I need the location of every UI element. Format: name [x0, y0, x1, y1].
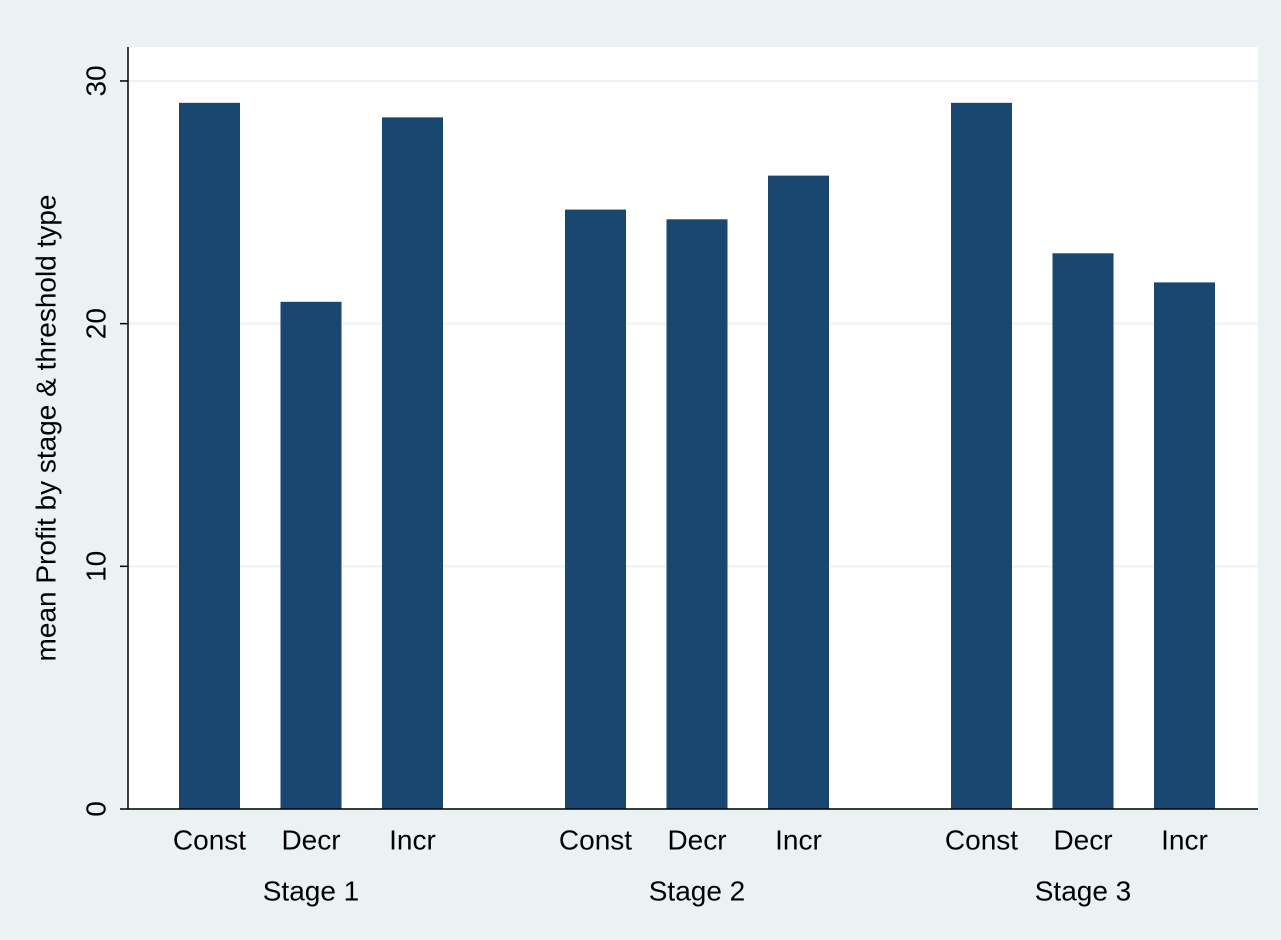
- x-tick-label: Decr: [1053, 824, 1112, 855]
- x-tick-label: Incr: [389, 824, 436, 855]
- group-label: Stage 2: [649, 875, 746, 906]
- group-label: Stage 1: [263, 875, 360, 906]
- bar: [382, 117, 443, 809]
- x-tick-label: Decr: [281, 824, 340, 855]
- y-tick-label: 10: [80, 551, 111, 582]
- x-tick-label: Const: [173, 824, 246, 855]
- bar: [768, 175, 829, 810]
- y-axis-title: mean Profit by stage & threshold type: [30, 195, 61, 662]
- x-tick-label: Incr: [775, 824, 822, 855]
- y-tick-label: 0: [80, 801, 111, 817]
- bar: [666, 219, 728, 809]
- x-tick-label: Incr: [1161, 824, 1208, 855]
- bar: [280, 301, 342, 809]
- x-tick-label: Const: [945, 824, 1018, 855]
- x-tick-label: Const: [559, 824, 632, 855]
- group-label: Stage 3: [1035, 875, 1132, 906]
- y-tick-label: 30: [80, 65, 111, 96]
- bar: [951, 102, 1012, 809]
- bar: [179, 102, 240, 809]
- bar: [1154, 282, 1215, 809]
- x-tick-label: Decr: [667, 824, 726, 855]
- bar: [565, 209, 626, 810]
- bar: [1052, 253, 1114, 810]
- y-tick-label: 20: [80, 308, 111, 339]
